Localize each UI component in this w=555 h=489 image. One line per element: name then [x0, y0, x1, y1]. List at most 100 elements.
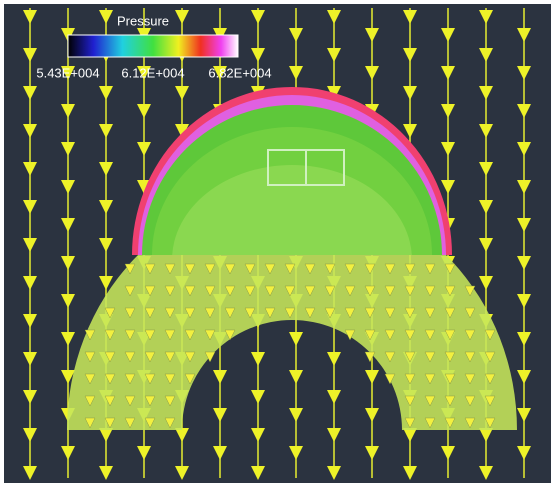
arrow-head — [365, 66, 379, 80]
arrow-head — [213, 408, 227, 422]
arrow-head — [424, 263, 436, 275]
arrow-head — [61, 104, 75, 118]
arrow-head — [289, 408, 303, 422]
arrow-head — [484, 395, 496, 407]
arrow-head — [244, 307, 256, 319]
arrow-head — [124, 417, 136, 429]
arrow-head — [104, 417, 116, 429]
arrow-head — [444, 329, 456, 341]
arrow-head — [484, 351, 496, 363]
arrow-head — [289, 332, 303, 346]
arrow-head — [224, 263, 236, 275]
legend-label: 6.82E+004 — [208, 65, 271, 80]
colorbar — [67, 34, 239, 58]
arrow-head — [224, 307, 236, 319]
arrow-head — [403, 86, 417, 100]
arrow-head — [23, 276, 37, 290]
arrow-head — [99, 124, 113, 138]
arrow-head — [23, 390, 37, 404]
arrow-head — [464, 395, 476, 407]
arrow-head — [404, 307, 416, 319]
arrow-head — [384, 285, 396, 297]
arrow-head — [384, 307, 396, 319]
arrow-head — [484, 329, 496, 341]
arrow-head — [23, 314, 37, 328]
arrow-head — [479, 238, 493, 252]
arrow-head — [304, 307, 316, 319]
arrow-head — [104, 351, 116, 363]
arrow-head — [23, 200, 37, 214]
arrow-head — [124, 373, 136, 385]
arrow-head — [23, 10, 37, 24]
arrow-head — [264, 285, 276, 297]
arrow-head — [444, 307, 456, 319]
arrow-head — [444, 373, 456, 385]
arrow-head — [479, 10, 493, 24]
arrow-head — [137, 104, 151, 118]
arrow-head — [144, 417, 156, 429]
arrow-head — [284, 285, 296, 297]
arrow-head — [364, 263, 376, 275]
arrow-head — [224, 329, 236, 341]
arrow-head — [464, 307, 476, 319]
arrow-head — [364, 307, 376, 319]
arrow-head — [23, 162, 37, 176]
arrow-head — [404, 329, 416, 341]
arrow-head — [124, 263, 136, 275]
arrow-head — [464, 285, 476, 297]
shock-layer — [132, 87, 452, 255]
arrow-head — [517, 332, 531, 346]
arrow-head — [61, 446, 75, 460]
arrow-head — [517, 218, 531, 232]
arrow-head — [184, 307, 196, 319]
arrow-head — [517, 180, 531, 194]
arrow-head — [364, 329, 376, 341]
arrow-head — [213, 66, 227, 80]
arrow-head — [324, 307, 336, 319]
arrow-head — [184, 285, 196, 297]
arrow-head — [289, 28, 303, 42]
arrow-head — [441, 180, 455, 194]
arrow-head — [404, 373, 416, 385]
arrow-head — [403, 428, 417, 442]
arrow-head — [517, 408, 531, 422]
arrow-head — [441, 28, 455, 42]
arrow-head — [164, 307, 176, 319]
arrow-head — [164, 285, 176, 297]
arrow-head — [403, 10, 417, 24]
legend-label: 5.43E+004 — [36, 65, 99, 80]
arrow-head — [264, 307, 276, 319]
arrow-head — [444, 263, 456, 275]
arrow-head — [403, 48, 417, 62]
arrow-head — [424, 373, 436, 385]
arrow-head — [164, 395, 176, 407]
arrow-head — [175, 10, 189, 24]
arrow-head — [424, 395, 436, 407]
arrow-head — [144, 307, 156, 319]
arrow-head — [104, 329, 116, 341]
arrow-head — [464, 373, 476, 385]
arrow-head — [175, 466, 189, 480]
arrow-head — [99, 162, 113, 176]
arrow-head — [84, 373, 96, 385]
arrow-head — [204, 329, 216, 341]
arrow-head — [137, 142, 151, 156]
arrow-head — [164, 417, 176, 429]
arrow-head — [424, 307, 436, 319]
arrow-head — [479, 200, 493, 214]
arrow-head — [404, 351, 416, 363]
legend-label: 6.12E+004 — [121, 65, 184, 80]
arrow-head — [124, 285, 136, 297]
arrow-head — [403, 124, 417, 138]
arrow-head — [444, 417, 456, 429]
arrow-head — [124, 351, 136, 363]
arrow-head — [23, 466, 37, 480]
arrow-head — [344, 263, 356, 275]
arrow-head — [137, 446, 151, 460]
arrow-head — [289, 66, 303, 80]
arrow-head — [384, 263, 396, 275]
arrow-head — [304, 285, 316, 297]
arrow-head — [517, 256, 531, 270]
arrow-head — [284, 263, 296, 275]
arrow-head — [99, 276, 113, 290]
